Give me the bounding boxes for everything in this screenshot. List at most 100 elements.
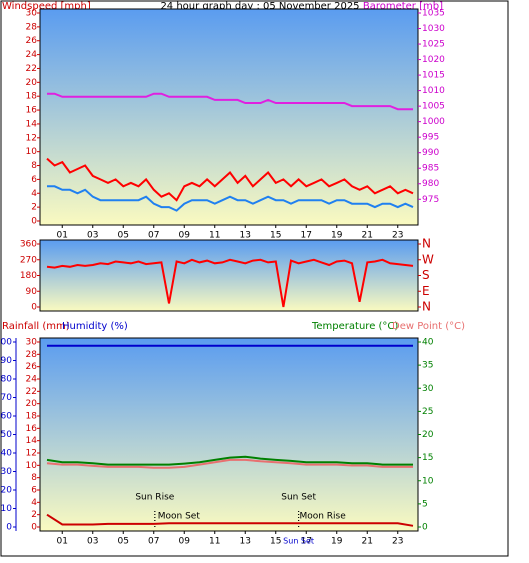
x-tick-label: 13 bbox=[240, 537, 251, 547]
y2-tick-label: S bbox=[422, 268, 430, 282]
y2-tick-label: 40 bbox=[422, 338, 434, 348]
y2-tick-label: 980 bbox=[422, 179, 439, 189]
y3-tick-label: 0 bbox=[6, 523, 12, 533]
y3-tick-label: 40 bbox=[1, 449, 13, 459]
plot-area bbox=[39, 8, 419, 226]
y2-tick-label: 30 bbox=[422, 384, 434, 394]
y-tick-label: 2 bbox=[31, 203, 37, 213]
y3-tick-label: 80 bbox=[1, 375, 13, 385]
y-tick-label: 26 bbox=[26, 36, 38, 46]
x-tick-label: 09 bbox=[179, 231, 191, 241]
y-axis-title: Windspeed [mph] bbox=[2, 1, 91, 12]
y-tick-label: 0 bbox=[31, 217, 37, 227]
y-tick-label: 12 bbox=[26, 449, 37, 459]
y-tick-label: 6 bbox=[31, 486, 37, 496]
y-tick-label: 30 bbox=[26, 9, 38, 19]
x-tick-label: 01 bbox=[57, 231, 68, 241]
chart-title: 24 hour graph day : 05 November 2025 bbox=[160, 1, 359, 12]
event-label: Moon Set bbox=[158, 512, 201, 522]
y2-tick-label: 5 bbox=[422, 499, 428, 509]
y2-tick-label: 15 bbox=[422, 453, 433, 463]
x-tick-label: 11 bbox=[209, 231, 220, 241]
y-tick-label: 24 bbox=[26, 375, 38, 385]
y-tick-label: 180 bbox=[20, 271, 37, 281]
series-line bbox=[47, 92, 413, 111]
y-tick-label: 14 bbox=[26, 436, 38, 446]
y-tick-label: 90 bbox=[26, 287, 38, 297]
series-label: Temperature (°C) bbox=[311, 321, 398, 332]
y-tick-label: 16 bbox=[26, 106, 38, 116]
x-tick-label: 15 bbox=[270, 537, 281, 547]
y-tick-label: 8 bbox=[31, 473, 37, 483]
x-tick-label: 19 bbox=[331, 231, 343, 241]
x-tick-label: 23 bbox=[392, 537, 403, 547]
y-tick-label: 270 bbox=[20, 255, 37, 265]
y3-tick-label: 90 bbox=[1, 356, 13, 366]
y-tick-label: 18 bbox=[26, 412, 38, 422]
y-tick-label: 6 bbox=[31, 175, 37, 185]
y3-tick-label: 70 bbox=[1, 393, 13, 403]
y-tick-label: 0 bbox=[31, 303, 37, 313]
x-tick-label: 03 bbox=[87, 537, 98, 547]
series-line bbox=[46, 157, 414, 202]
y2-tick-label: 1015 bbox=[422, 71, 445, 81]
y-tick-label: 26 bbox=[26, 362, 38, 372]
series-label: Dew Point (°C) bbox=[392, 321, 465, 332]
x-tick-label: 07 bbox=[148, 537, 159, 547]
x-tick-label: 17 bbox=[301, 231, 312, 241]
y2-tick-label: 1030 bbox=[422, 24, 445, 34]
y-tick-label: 22 bbox=[26, 387, 37, 397]
series-label: Rainfall (mm) bbox=[2, 321, 70, 332]
x-tick-label: 03 bbox=[87, 231, 98, 241]
y2-tick-label: 10 bbox=[422, 476, 434, 486]
y-tick-label: 30 bbox=[26, 338, 38, 348]
y3-tick-label: 20 bbox=[1, 486, 13, 496]
y2-tick-label: W bbox=[422, 252, 434, 266]
series-label: Humidity (%) bbox=[62, 321, 128, 332]
x-tick-label: 23 bbox=[392, 231, 403, 241]
y-tick-label: 2 bbox=[31, 510, 37, 520]
y-tick-label: 10 bbox=[26, 147, 38, 157]
y2-tick-label: 1000 bbox=[422, 117, 445, 127]
series-line bbox=[47, 185, 414, 212]
x-tick-label: 15 bbox=[270, 231, 281, 241]
y-tick-label: 28 bbox=[26, 350, 38, 360]
plot-area bbox=[39, 239, 419, 312]
series-line bbox=[46, 455, 413, 466]
y2-tick-label: 25 bbox=[422, 407, 433, 417]
y-tick-label: 4 bbox=[31, 498, 37, 508]
y3-tick-label: 50 bbox=[1, 430, 13, 440]
y-tick-label: 10 bbox=[26, 461, 38, 471]
y-tick-label: 28 bbox=[26, 22, 38, 32]
x-tick-label: 11 bbox=[209, 537, 220, 547]
y2-tick-label: N bbox=[422, 300, 431, 314]
y2-tick-label: E bbox=[422, 284, 430, 298]
x-tick-label: 17 bbox=[301, 537, 312, 547]
y-tick-label: 18 bbox=[26, 92, 38, 102]
y-tick-label: 22 bbox=[26, 64, 37, 74]
y2-axis-title: Barometer [mb] bbox=[363, 1, 443, 12]
y2-tick-label: 995 bbox=[422, 133, 439, 143]
x-tick-label: 05 bbox=[118, 231, 129, 241]
y2-tick-label: 1035 bbox=[422, 9, 445, 19]
y2-tick-label: 1010 bbox=[422, 86, 445, 96]
y2-tick-label: 1005 bbox=[422, 102, 445, 112]
y3-tick-label: 100 bbox=[0, 338, 12, 348]
y3-tick-label: 30 bbox=[1, 467, 13, 477]
y2-tick-label: 1025 bbox=[422, 40, 445, 50]
y3-tick-label: 10 bbox=[1, 504, 13, 514]
y-tick-label: 14 bbox=[26, 119, 38, 129]
y-tick-label: 20 bbox=[26, 78, 38, 88]
x-tick-label: 21 bbox=[362, 231, 373, 241]
y2-tick-label: N bbox=[422, 237, 431, 251]
axis-marker-label: Sun Set bbox=[283, 537, 314, 546]
y3-tick-label: 60 bbox=[1, 412, 13, 422]
series-line bbox=[46, 513, 414, 527]
y2-tick-label: 1020 bbox=[422, 55, 445, 65]
y2-tick-label: 990 bbox=[422, 148, 439, 158]
x-tick-label: 01 bbox=[57, 537, 68, 547]
x-tick-label: 09 bbox=[179, 537, 191, 547]
y-tick-label: 8 bbox=[31, 161, 37, 171]
